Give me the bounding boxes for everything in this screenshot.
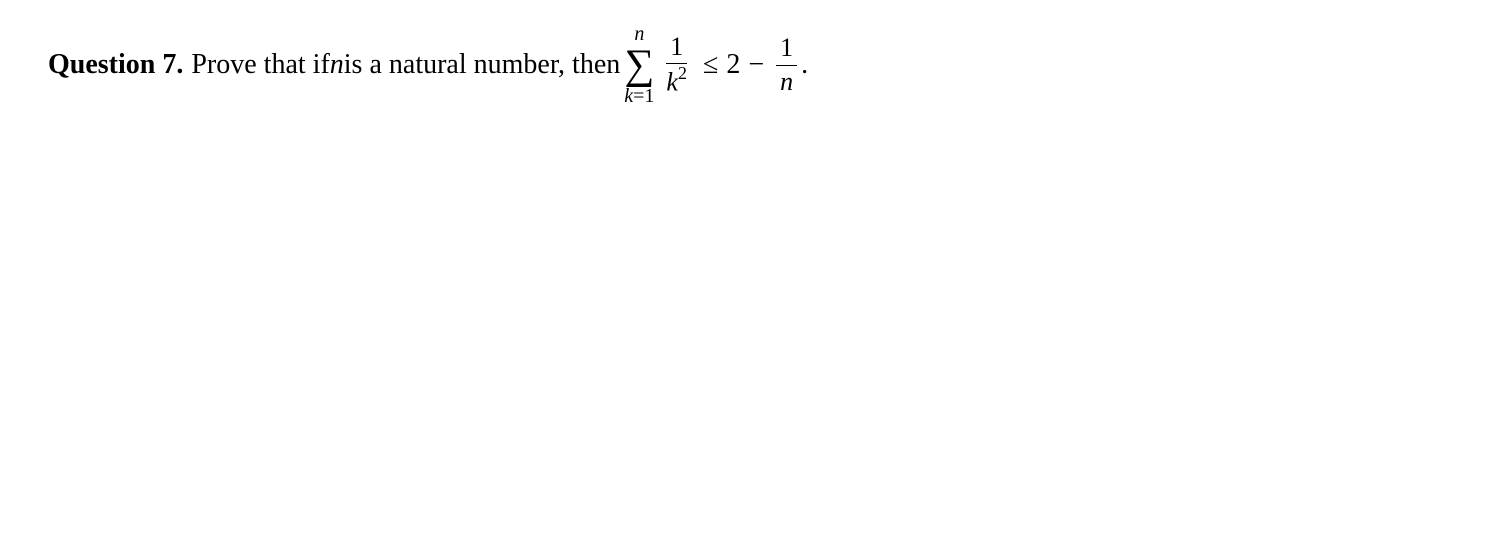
summation: n ∑ k=1: [624, 24, 654, 106]
fraction-1-over-n: 1 n: [776, 34, 797, 96]
period: .: [801, 45, 808, 84]
fraction-1-over-k2: 1 k2: [662, 33, 691, 98]
variable-n: n: [330, 45, 344, 84]
frac2-denominator: n: [776, 66, 797, 97]
frac1-numerator: 1: [666, 33, 687, 65]
question-label: Question 7.: [48, 45, 183, 84]
frac1-den-exp: 2: [678, 63, 687, 83]
leq-symbol: ≤: [703, 45, 718, 84]
question-7: Question 7. Prove that if n is a natural…: [48, 24, 1457, 106]
frac2-numerator: 1: [776, 34, 797, 66]
rhs-constant: 2: [726, 45, 740, 84]
sum-start: 1: [644, 85, 654, 107]
sum-index: k: [624, 85, 633, 107]
sigma-symbol: ∑: [624, 44, 654, 86]
frac1-denominator: k2: [662, 64, 691, 97]
sum-upper-limit: n: [634, 24, 644, 44]
question-text-mid: is a natural number, then: [344, 45, 620, 84]
minus-symbol: −: [748, 45, 764, 84]
question-text-prefix: Prove that if: [191, 45, 329, 84]
frac1-den-var: k: [666, 68, 678, 97]
sum-lower-limit: k=1: [624, 86, 654, 106]
sum-eq: =: [633, 85, 644, 107]
